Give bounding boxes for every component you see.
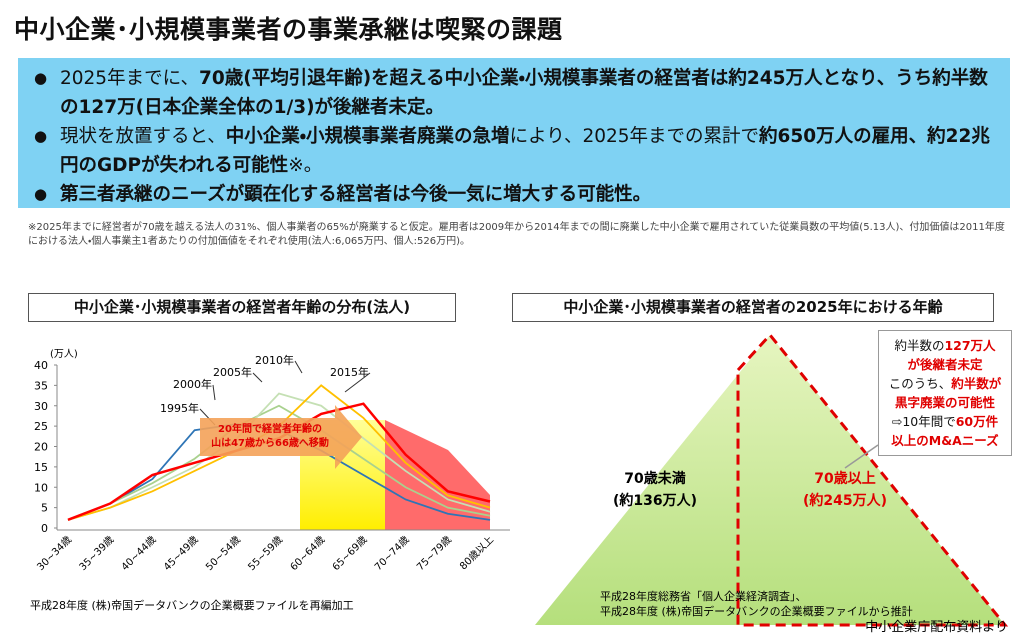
bullet: 現状を放置すると、中小企業・小規模事業者廃業の急増により、2025年までの累計で… [34, 122, 996, 180]
bullet: 2025年までに、70歳(平均引退年齢)を超える中小企業・小規模事業者の経営者は… [34, 64, 996, 122]
label: 70歳未満 [624, 470, 685, 487]
text: 約650万人の雇用、約22兆円のGDPが失われる可能性 [60, 126, 990, 176]
y-tick-label: 40 [34, 359, 48, 372]
title: 中小企業･小規模事業者の事業承継は喫緊の課題 [14, 15, 563, 44]
callout-line: 以上のM&Aニーズ [879, 431, 1011, 450]
footer: 中小企業庁配布資料より [865, 619, 1008, 635]
source: 平成28年度 (株)帝国データバンクの企業概要ファイルから推計 [600, 604, 913, 618]
text: 2025年までに、 [60, 68, 200, 89]
text: ⇨10年間で [891, 414, 956, 429]
x-tick-label: 65~69歳 [330, 534, 369, 573]
y-tick-label: 35 [34, 379, 48, 392]
over70-region [736, 332, 1009, 627]
footnote: ※2025年までに経営者が70歳を越える法人の31%、個人事業者の65%が廃業す… [28, 222, 1005, 247]
text: 127万人 [944, 338, 996, 353]
x-tick-label: 30~34歳 [35, 534, 74, 573]
y-tick-label: 20 [34, 441, 48, 454]
y-tick-label: 10 [34, 481, 48, 494]
text: ※。 [288, 155, 323, 176]
series-line [67, 392, 491, 521]
label-arrow [294, 360, 303, 374]
callout-line: ⇨10年間で60万件 [879, 412, 1011, 431]
label-arrow [212, 384, 216, 401]
text: が後継者未定 [907, 357, 983, 372]
summary-box: 2025年までに、70歳(平均引退年齢)を超える中小企業・小規模事業者の経営者は… [18, 58, 1010, 209]
callout-pointer [844, 444, 879, 469]
text: 70歳(平均引退年齢)を超える中小企業・小規模事業者の経営者は約245万人となり… [60, 68, 988, 118]
annotation-arrow [200, 405, 362, 469]
text: 60万件 [955, 414, 999, 429]
callout-line: が後継者未定 [879, 355, 1011, 374]
bullet: 第三者承継のニーズが顕在化する経営者は今後一気に増大する可能性。 [34, 180, 996, 209]
y-tick-label: 25 [34, 420, 48, 433]
series-label: 2010年 [255, 353, 294, 367]
callout: 約半数の127万人 が後継者未定 このうち、約半数が 黒字廃業の可能性 ⇨10年… [878, 330, 1012, 456]
label-arrow [344, 372, 371, 393]
text: このうち、 [888, 376, 952, 391]
x-tick-label: 70~74歳 [372, 534, 411, 573]
triangle [535, 335, 1005, 625]
series-label: 2000年 [173, 377, 212, 391]
callout-line: 黒字廃業の可能性 [879, 393, 1011, 412]
x-tick-label: 55~59歳 [246, 534, 285, 573]
text: 黒字廃業の可能性 [894, 395, 995, 410]
source: 平成28年度 (株)帝国データバンクの企業概要ファイルを再編加工 [30, 598, 354, 612]
x-tick-label: 60~64歳 [288, 534, 327, 573]
label: 70歳以上 [814, 470, 875, 487]
y-tick-label: 30 [34, 400, 48, 413]
label: (約245万人) [803, 492, 887, 509]
panel-header: 中小企業･小規模事業者の経営者の2025年における年齢 [512, 293, 994, 322]
callout-line: このうち、約半数が [879, 374, 1011, 393]
x-tick-label: 50~54歳 [203, 534, 242, 573]
text: 中小企業・小規模事業者廃業の急増 [225, 126, 510, 147]
y-tick-label: 15 [34, 461, 48, 474]
y-tick-label: 5 [41, 502, 48, 515]
y-axis-label: (万人) [50, 349, 78, 360]
annotation: 山は47歳から66歳へ移動 [211, 436, 329, 449]
x-tick-label: 80歳以上 [457, 534, 496, 573]
text: 第三者承継のニーズが顕在化する経営者は今後一気に増大する可能性。 [60, 184, 652, 205]
text: 以上のM&Aニーズ [891, 433, 999, 448]
label: (約136万人) [613, 492, 697, 509]
text: 現状を放置すると、 [60, 126, 226, 147]
x-tick-label: 75~79歳 [414, 534, 453, 573]
x-tick-label: 45~49歳 [161, 534, 200, 573]
label-arrow [252, 372, 263, 383]
series-label: 2005年 [213, 365, 252, 379]
text: により、2025年までの累計で [509, 126, 760, 147]
series-label: 2015年 [330, 365, 369, 379]
x-tick-label: 35~39歳 [77, 534, 116, 573]
x-tick-label: 40~44歳 [119, 534, 158, 573]
annotation: 20年間で経営者年齢の [218, 422, 322, 435]
series-line [67, 404, 491, 521]
panel-header: 中小企業･小規模事業者の経営者年齢の分布(法人) [28, 293, 456, 322]
source: 平成28年度総務省「個人企業経済調査」、 [600, 589, 807, 603]
series-label: 1995年 [160, 401, 199, 415]
highlight [385, 420, 490, 530]
callout-line: 約半数の127万人 [879, 336, 1011, 355]
text: 約半数が [951, 376, 1002, 391]
y-tick-label: 0 [41, 522, 48, 535]
text: 約半数の [894, 338, 945, 353]
